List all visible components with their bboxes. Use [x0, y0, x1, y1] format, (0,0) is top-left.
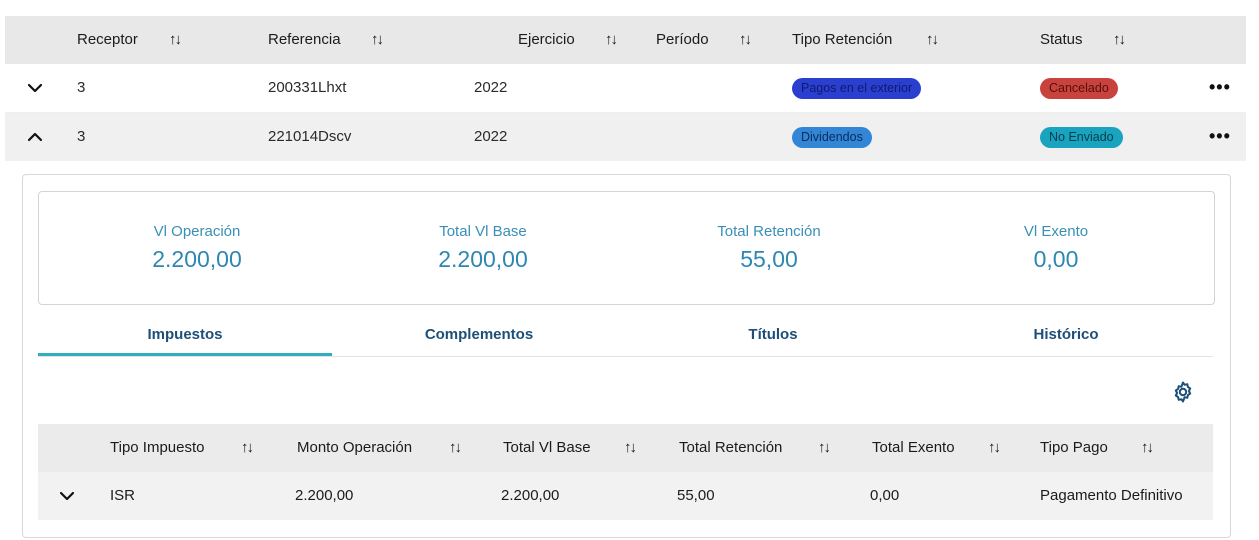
status-badge: No Enviado: [1040, 127, 1123, 148]
sort-icon[interactable]: ↑↓: [1141, 439, 1154, 456]
sort-icon[interactable]: ↑↓: [988, 439, 1001, 456]
sort-icon[interactable]: ↑↓: [371, 31, 384, 48]
header-receptor[interactable]: Receptor: [77, 31, 138, 48]
header-monto-operacion[interactable]: Monto Operación: [297, 439, 413, 456]
summary-label: Vl Exento: [1023, 223, 1089, 240]
summary-value: 2.200,00: [152, 246, 242, 272]
header-periodo[interactable]: Período: [656, 31, 709, 48]
tab-titulos[interactable]: Títulos: [748, 326, 798, 343]
status-badge: Cancelado: [1040, 78, 1118, 99]
tipo-retencion-badge: Dividendos: [792, 127, 872, 148]
sort-icon[interactable]: ↑↓: [241, 439, 254, 456]
cell-referencia: 200331Lhxt: [268, 79, 347, 96]
sort-icon[interactable]: ↑↓: [624, 439, 637, 456]
header-total-exento[interactable]: Total Exento: [872, 439, 955, 456]
cell-receptor: 3: [77, 128, 86, 145]
tipo-retencion-badge: Pagos en el exterior: [792, 78, 922, 99]
chevron-up-icon[interactable]: [23, 113, 47, 161]
table-row[interactable]: 3 221014Dscv 2022 Dividendos No Enviado …: [5, 113, 1246, 161]
sort-icon[interactable]: ↑↓: [1113, 31, 1126, 48]
table-row[interactable]: 3 200331Lhxt 2022 Pagos en el exterior C…: [5, 64, 1246, 113]
tab-historico[interactable]: Histórico: [1033, 326, 1099, 343]
sub-table-header: Tipo Impuesto ↑↓ Monto Operación ↑↓ Tota…: [38, 424, 1213, 472]
sort-icon[interactable]: ↑↓: [818, 439, 831, 456]
sub-table-row[interactable]: ISR 2.200,00 2.200,00 55,00 0,00 Pagamen…: [38, 472, 1213, 520]
more-options-icon[interactable]: •••: [1209, 77, 1231, 97]
header-tipo-impuesto[interactable]: Tipo Impuesto: [110, 439, 205, 456]
header-referencia[interactable]: Referencia: [268, 31, 341, 48]
header-ejercicio[interactable]: Ejercicio: [518, 31, 575, 48]
cell-ejercicio: 2022: [474, 79, 508, 96]
summary-label: Vl Operación: [153, 223, 241, 240]
header-status[interactable]: Status: [1040, 31, 1083, 48]
header-tipo-retencion[interactable]: Tipo Retención: [792, 31, 893, 48]
detail-panel: Vl Operación 2.200,00 Total Vl Base 2.20…: [22, 174, 1231, 538]
summary-card: Vl Operación 2.200,00 Total Vl Base 2.20…: [38, 191, 1215, 305]
summary-label: Total Retención: [717, 223, 821, 240]
tab-impuestos[interactable]: Impuestos: [38, 313, 332, 356]
sort-icon[interactable]: ↑↓: [605, 31, 618, 48]
tab-complementos[interactable]: Complementos: [424, 326, 534, 343]
cell-receptor: 3: [77, 79, 86, 96]
cell-tipo-pago: Pagamento Definitivo: [1040, 487, 1183, 504]
cell-total-exento: 0,00: [870, 487, 900, 504]
table-header: Receptor ↑↓ Referencia ↑↓ Ejercicio ↑↓ P…: [5, 16, 1246, 64]
header-tipo-pago[interactable]: Tipo Pago: [1040, 439, 1108, 456]
summary-value: 55,00: [740, 246, 798, 272]
cell-tipo-impuesto: ISR: [110, 487, 136, 504]
chevron-down-icon[interactable]: [23, 64, 47, 112]
summary-label: Total Vl Base: [439, 223, 527, 240]
sort-icon[interactable]: ↑↓: [169, 31, 182, 48]
header-total-vl-base[interactable]: Total Vl Base: [503, 439, 591, 456]
header-total-retencion[interactable]: Total Retención: [679, 439, 783, 456]
sort-icon[interactable]: ↑↓: [449, 439, 462, 456]
cell-referencia: 221014Dscv: [268, 128, 352, 145]
sort-icon[interactable]: ↑↓: [739, 31, 752, 48]
cell-monto-operacion: 2.200,00: [295, 487, 354, 504]
chevron-down-icon[interactable]: [55, 472, 79, 520]
summary-value: 0,00: [1033, 246, 1079, 272]
cell-total-retencion: 55,00: [677, 487, 715, 504]
summary-value: 2.200,00: [438, 246, 528, 272]
gear-icon[interactable]: [1171, 380, 1195, 404]
sort-icon[interactable]: ↑↓: [926, 31, 939, 48]
tab-bar: Impuestos Complementos Títulos Histórico: [38, 313, 1213, 357]
more-options-icon[interactable]: •••: [1209, 126, 1231, 146]
cell-total-vl-base: 2.200,00: [501, 487, 560, 504]
cell-ejercicio: 2022: [474, 128, 508, 145]
